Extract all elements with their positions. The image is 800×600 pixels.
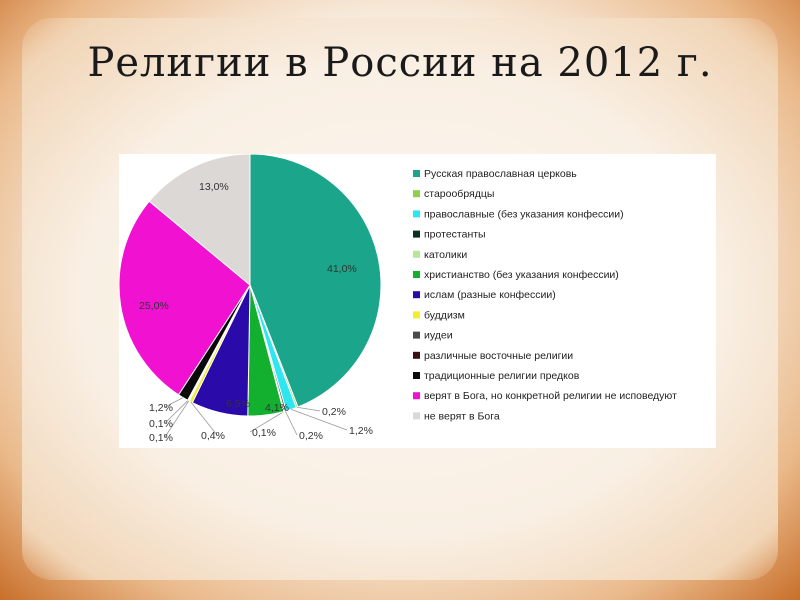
pie-slice-non-believers — [148, 154, 251, 287]
legend-label-islam: ислам (разные конфессии) — [424, 289, 556, 301]
data-label-believe-no-religion: 25,0% — [139, 300, 169, 312]
legend-swatch-believe-no-religion — [413, 392, 420, 400]
leader-line-catholics — [249, 411, 285, 433]
leader-line-buddhism — [190, 401, 218, 436]
pie-slice-rpc — [249, 154, 382, 408]
legend-swatch-orthodox-unspecified — [413, 210, 420, 218]
leader-line-old-believers — [297, 406, 321, 412]
data-label-buddhism: 0,4% — [201, 430, 225, 442]
data-label-catholics: 0,1% — [252, 427, 276, 439]
legend-swatch-buddhism — [413, 311, 420, 319]
legend-label-eastern-religions: различные восточные религии — [424, 350, 573, 362]
data-label-islam: 6,5% — [226, 398, 250, 410]
legend-label-believe-no-religion: верят в Бога, но конкретной религии не и… — [424, 390, 677, 402]
legend-swatch-eastern-religions — [413, 351, 420, 359]
legend-label-traditional-religions: традиционные религии предков — [424, 370, 580, 382]
legend-label-rpc: Русская православная церковь — [424, 168, 577, 180]
data-label-traditional-religions: 1,2% — [149, 402, 173, 414]
legend-label-non-believers: не верят в Бога — [424, 410, 500, 422]
legend-swatch-islam — [413, 291, 420, 299]
data-label-non-believers: 13,0% — [199, 181, 229, 193]
leader-line-orthodox-unspecified — [291, 408, 348, 431]
legend-swatch-protestants — [413, 230, 420, 238]
legend-swatch-old-believers — [413, 190, 420, 198]
leader-line-eastern-religions — [164, 400, 189, 424]
pie-slice-believe-no-religion — [119, 200, 251, 396]
legend-swatch-rpc — [413, 170, 420, 177]
data-label-old-believers: 0,2% — [322, 406, 346, 418]
data-label-christian-unspecified: 4,1% — [265, 402, 289, 414]
legend-swatch-jews — [413, 331, 420, 339]
legend-label-catholics: католики — [424, 249, 467, 261]
chart-area: 41,0% 0,2% 1,2% 0,2% 0,1% 4,1% 6,5% 0,4% 0,1% 0,1… — [119, 154, 716, 448]
legend-label-christian-unspecified: христианство (без указания конфессии) — [424, 269, 619, 281]
legend-label-old-believers: старообрядцы — [424, 188, 494, 200]
legend-label-jews: иудеи — [424, 330, 453, 342]
data-label-orthodox-unspecified: 1,2% — [349, 425, 373, 437]
data-label-eastern-religions: 0,1% — [149, 418, 173, 430]
leader-line-jews — [164, 400, 190, 438]
leader-line-traditional-religions — [164, 397, 184, 408]
legend-label-protestants: протестанты — [424, 229, 486, 241]
slide-title: Религии в России на 2012 г. — [87, 40, 713, 86]
pie-chart: 41,0%0,2%1,2%0,2%0,1%4,1%6,5%0,4%0,1%0,1… — [119, 154, 677, 444]
leader-line-protestants — [285, 410, 298, 436]
data-label-jews: 0,1% — [149, 432, 173, 444]
data-label-protestants: 0,2% — [299, 430, 323, 442]
legend-label-buddhism: буддизм — [424, 309, 465, 321]
legend-swatch-non-believers — [413, 412, 420, 420]
legend-swatch-traditional-religions — [413, 372, 420, 379]
legend-swatch-christian-unspecified — [413, 271, 420, 278]
data-label-rpc: 41,0% — [327, 263, 357, 275]
legend-label-orthodox-unspecified: православные (без указания конфессии) — [424, 208, 624, 220]
legend-swatch-catholics — [413, 250, 420, 258]
